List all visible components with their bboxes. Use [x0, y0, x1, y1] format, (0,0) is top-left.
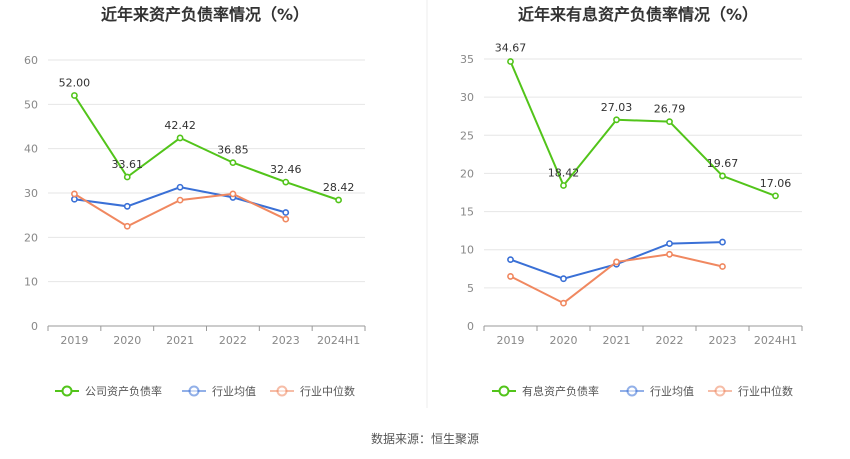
chart-title: 近年来有息资产负债率情况（%）	[518, 5, 758, 24]
data-point	[719, 263, 726, 270]
legend-label[interactable]: 行业均值	[212, 385, 256, 398]
data-point	[613, 116, 620, 124]
data-point	[229, 159, 237, 167]
data-point	[719, 238, 726, 246]
data-point	[282, 178, 290, 186]
y-tick-label: 30	[24, 187, 38, 200]
legend-label[interactable]: 行业中位数	[738, 384, 793, 398]
data-point	[335, 196, 342, 204]
x-tick-label: 2020	[550, 334, 578, 347]
data-label: 52.00	[59, 76, 91, 89]
y-tick-label: 15	[460, 206, 474, 219]
x-tick-label: 2022	[656, 334, 684, 347]
legend-label[interactable]: 有息资产负债率	[522, 384, 599, 398]
data-label: 27.03	[601, 101, 633, 114]
x-tick-label: 2023	[272, 334, 300, 347]
data-point	[560, 182, 567, 189]
data-point	[71, 92, 78, 99]
y-tick-label: 35	[460, 53, 474, 66]
data-point	[71, 195, 78, 203]
legend-circle-icon[interactable]	[61, 385, 73, 397]
y-tick-label: 50	[24, 98, 38, 111]
data-point	[507, 273, 514, 280]
legend-circle-icon[interactable]	[498, 385, 510, 397]
y-tick-label: 10	[24, 276, 38, 289]
legend-circle-icon[interactable]	[276, 385, 288, 397]
data-point	[176, 196, 184, 204]
data-label: 19.67	[707, 157, 739, 170]
y-tick-label: 25	[460, 129, 474, 142]
x-tick-label: 2023	[709, 334, 737, 347]
data-point	[560, 299, 567, 307]
data-point	[666, 240, 673, 248]
data-label: 18.42	[548, 166, 580, 179]
data-point	[507, 58, 514, 65]
x-tick-label: 2022	[219, 334, 247, 347]
data-point	[282, 215, 290, 223]
data-point	[123, 222, 131, 230]
legend-label[interactable]: 行业中位数	[300, 384, 355, 398]
y-tick-label: 30	[460, 91, 474, 104]
y-tick-label: 20	[24, 231, 38, 244]
data-label: 28.42	[323, 181, 355, 194]
y-tick-label: 10	[460, 244, 474, 257]
data-label: 32.46	[270, 163, 302, 176]
legend-label[interactable]: 公司资产负债率	[85, 384, 162, 398]
data-point	[613, 258, 620, 266]
y-tick-label: 20	[460, 167, 474, 180]
x-tick-label: 2019	[60, 334, 88, 347]
x-tick-label: 2019	[497, 334, 525, 347]
x-tick-label: 2024H1	[317, 334, 360, 347]
x-tick-label: 2024H1	[754, 334, 797, 347]
data-point	[123, 202, 131, 210]
y-tick-label: 5	[467, 282, 474, 295]
y-tick-label: 60	[24, 54, 38, 67]
source-note: 数据来源：恒生聚源	[371, 431, 479, 446]
data-point	[719, 172, 726, 180]
chart-title: 近年来资产负债率情况（%）	[101, 5, 309, 24]
legend-circle-icon[interactable]	[714, 385, 726, 397]
legend-circle-icon[interactable]	[626, 385, 638, 397]
y-tick-label: 40	[24, 143, 38, 156]
data-point	[282, 209, 290, 216]
legend-circle-icon[interactable]	[188, 385, 200, 397]
data-label: 34.67	[495, 42, 527, 55]
x-tick-label: 2021	[603, 334, 631, 347]
series-line-main	[73, 94, 339, 201]
data-point	[507, 256, 514, 264]
data-point	[123, 173, 131, 181]
data-label: 26.79	[654, 103, 686, 116]
data-point	[229, 190, 237, 198]
series-line-main	[509, 61, 776, 197]
x-tick-label: 2020	[113, 334, 141, 347]
data-point	[71, 190, 78, 198]
data-label: 17.06	[760, 177, 792, 190]
data-label: 42.42	[164, 119, 196, 132]
data-point	[176, 134, 184, 142]
data-point	[666, 250, 673, 258]
data-point	[176, 183, 184, 191]
data-point	[772, 192, 779, 200]
data-label: 36.85	[217, 144, 249, 157]
data-point	[666, 118, 673, 126]
y-tick-label: 0	[467, 320, 474, 333]
y-tick-label: 0	[31, 320, 38, 333]
data-label: 33.61	[112, 158, 144, 171]
data-point	[560, 275, 567, 283]
x-tick-label: 2021	[166, 334, 194, 347]
legend-label[interactable]: 行业均值	[650, 385, 694, 398]
